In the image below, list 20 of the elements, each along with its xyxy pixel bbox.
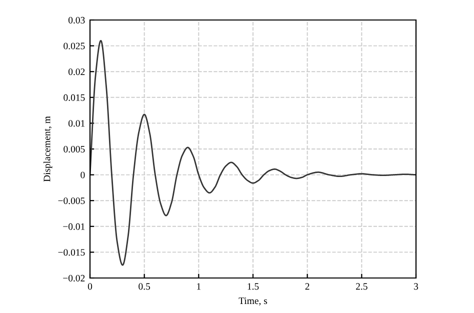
x-tick-label: 1.5 [248, 283, 259, 290]
y-tick-label: −0.02 [63, 274, 85, 282]
y-tick-label: 0 [80, 172, 85, 178]
y-tick-label: −0.01 [63, 223, 85, 230]
y-tick-label: 0.025 [64, 42, 85, 50]
y-tick-label: −0.005 [58, 198, 85, 204]
y-tick-label: 0.01 [68, 120, 85, 127]
x-tick-label: 0 [88, 283, 92, 290]
y-axis-title: Displacement, m [43, 116, 52, 182]
x-tick-label: 2 [305, 283, 310, 290]
x-tick-label: 3 [414, 283, 418, 290]
x-tick-label: 2.5 [356, 283, 368, 290]
y-tick-label: 0.015 [64, 94, 85, 101]
x-axis-title: Time, s [238, 298, 268, 306]
x-tick-label: 1 [197, 283, 201, 290]
x-tick-label: 0.5 [138, 283, 150, 290]
y-tick-label: 0.005 [64, 146, 85, 153]
y-tick-label: 0.02 [68, 68, 85, 76]
y-tick-label: −0.015 [58, 249, 85, 256]
y-tick-label: 0.03 [68, 16, 85, 24]
